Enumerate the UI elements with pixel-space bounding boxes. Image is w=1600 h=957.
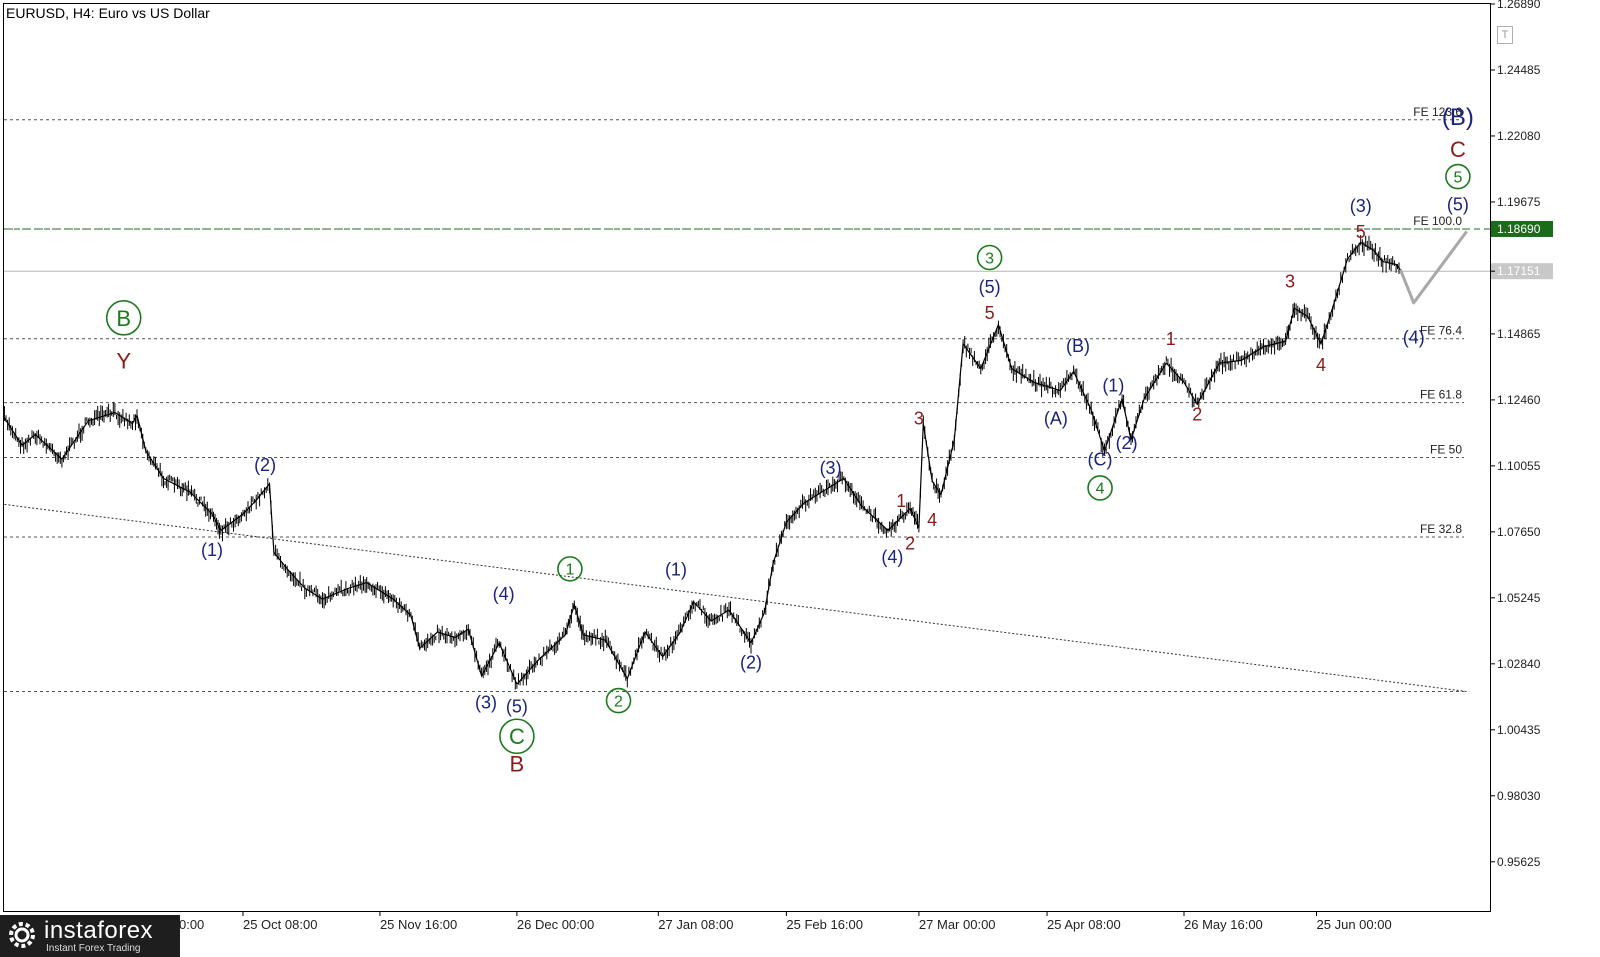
- wave-label: (4): [881, 547, 903, 567]
- y-tick-label: 1.24485: [1497, 63, 1541, 77]
- wave-label: (A): [1044, 408, 1068, 428]
- wave-label: 5: [1356, 222, 1366, 242]
- wave-label: B: [116, 306, 131, 331]
- wave-label: 2: [614, 693, 623, 710]
- wave-label: (3): [1350, 196, 1372, 216]
- wave-circle: [1445, 163, 1471, 190]
- trendline-group: [4, 503, 1467, 693]
- wave-label: 1: [565, 562, 574, 579]
- x-tick-label: 25 Feb 16:00: [786, 917, 863, 932]
- y-tick-label: 1.10055: [1497, 459, 1541, 473]
- wave-circle: [105, 300, 142, 336]
- x-tick-label: 27 Mar 00:00: [919, 917, 996, 932]
- wave-label: (4): [493, 584, 515, 604]
- logo-tagline: Instant Forex Trading: [46, 943, 141, 954]
- wave-label: (1): [201, 540, 223, 560]
- wave-circle: [557, 556, 583, 582]
- wave-label: (3): [475, 692, 497, 712]
- x-tick-label: 25 Nov 16:00: [380, 917, 457, 932]
- projection-group: [1399, 230, 1468, 305]
- wave-label: C: [1450, 137, 1466, 162]
- text-tool-button[interactable]: T: [1497, 26, 1513, 44]
- wave-label: Y: [116, 348, 131, 373]
- wave-label: (5): [1447, 194, 1469, 214]
- wave-label: (2): [740, 653, 762, 673]
- wave-label: (2): [254, 455, 276, 475]
- fib-label: FE 61.8: [1420, 388, 1462, 402]
- fib-levels: FE 123.6 FE 100.0 FE 76.4 FE 61.8 FE 50 FE 32…: [4, 105, 1490, 693]
- last-price-badge: [1491, 263, 1553, 280]
- wave-label: 4: [927, 510, 937, 530]
- wave-label: 4: [1316, 355, 1326, 375]
- y-tick-label: 0.95625: [1497, 855, 1541, 869]
- y-tick-label: 1.12460: [1497, 393, 1541, 407]
- wave-label: 4: [1096, 481, 1105, 498]
- x-tick-label: 25 Apr 08:00: [1047, 917, 1121, 932]
- wave-circle: [605, 687, 632, 714]
- y-tick-label: 1.22080: [1497, 129, 1541, 143]
- wave-label: 1: [896, 491, 906, 511]
- wave-label: (2): [1116, 433, 1138, 453]
- wave-labels: BY(2)(1)(4)(3) (5)CB12(1)(2)(3)(4)12343(5…: [105, 104, 1474, 777]
- wave-label: (B): [1442, 104, 1474, 131]
- y-tick-label: 1.19675: [1497, 195, 1541, 209]
- wave-label: 2: [905, 533, 915, 553]
- current-price-badge: [1491, 220, 1553, 237]
- wave-label: (5): [506, 697, 528, 717]
- wave-circle: [1087, 475, 1113, 501]
- wave-label: B: [510, 752, 525, 777]
- x-tick-label: 27 Jan 08:00: [658, 917, 733, 932]
- y-tick-label: 1.26890: [1497, 0, 1541, 11]
- wave-label: (4): [1403, 328, 1425, 348]
- fib-label: FE 50: [1430, 443, 1462, 457]
- y-tick-label: 1.02840: [1497, 657, 1541, 671]
- wave-label: (C): [1088, 450, 1113, 470]
- y-tick-label: 1.07650: [1497, 525, 1541, 539]
- wave-circle: [499, 718, 535, 755]
- wave-label: (3): [820, 458, 842, 478]
- fib-label: FE 32.8: [1420, 522, 1462, 536]
- fib-label: FE 100.0: [1413, 214, 1462, 228]
- price-bars: [3, 235, 1400, 690]
- wave-label: (1): [1102, 376, 1124, 396]
- projection-path: [1399, 230, 1468, 305]
- y-tick-label: 1.14865: [1497, 327, 1541, 341]
- logo-name: instaforex: [44, 917, 154, 944]
- wave-label: 5: [985, 303, 995, 323]
- wave-label: 2: [1192, 404, 1202, 424]
- x-tick-label: 26 Dec 00:00: [517, 917, 594, 932]
- y-axis: 1.26890 1.24485 1.22080 1.19675 1.17151 1.148…: [1490, 0, 1553, 911]
- y-tick-label: 1.00435: [1497, 723, 1541, 737]
- wave-circle: [976, 244, 1003, 271]
- wave-label: (5): [979, 277, 1001, 297]
- x-tick-label: 26 May 16:00: [1184, 917, 1263, 932]
- trendline: [4, 503, 1467, 693]
- instaforex-logo: instaforex Instant Forex Trading: [0, 915, 180, 957]
- fib-label: FE 76.4: [1420, 324, 1462, 338]
- wave-label: 3: [985, 250, 994, 267]
- wave-label: (B): [1066, 336, 1090, 356]
- price-line: [3, 241, 1401, 686]
- wave-label: 3: [914, 408, 924, 428]
- price-series: [3, 235, 1401, 690]
- wave-label: 1: [1166, 329, 1176, 349]
- chart-title: EURUSD, H4: Euro vs US Dollar: [6, 5, 210, 21]
- wave-label: 5: [1453, 169, 1462, 186]
- y-tick-label: 1.17151: [1497, 264, 1541, 278]
- fib-label: FE 123.6: [1413, 105, 1462, 119]
- x-axis: 25 Oct 08:00 25 Nov 16:00 26 Dec 00:00 27 J…: [145, 911, 1392, 932]
- x-tick-label: 25 Jun 00:00: [1317, 917, 1392, 932]
- y-tick-label: 1.05245: [1497, 591, 1541, 605]
- current-price-label: 1.18690: [1497, 222, 1541, 236]
- y-tick-label: 0.98030: [1497, 789, 1541, 803]
- x-tick-label: 25 Oct 08:00: [243, 917, 317, 932]
- gear-icon: [9, 922, 35, 948]
- wave-label: 3: [1285, 271, 1295, 291]
- wave-label: C: [509, 724, 525, 749]
- wave-label: (1): [665, 559, 687, 579]
